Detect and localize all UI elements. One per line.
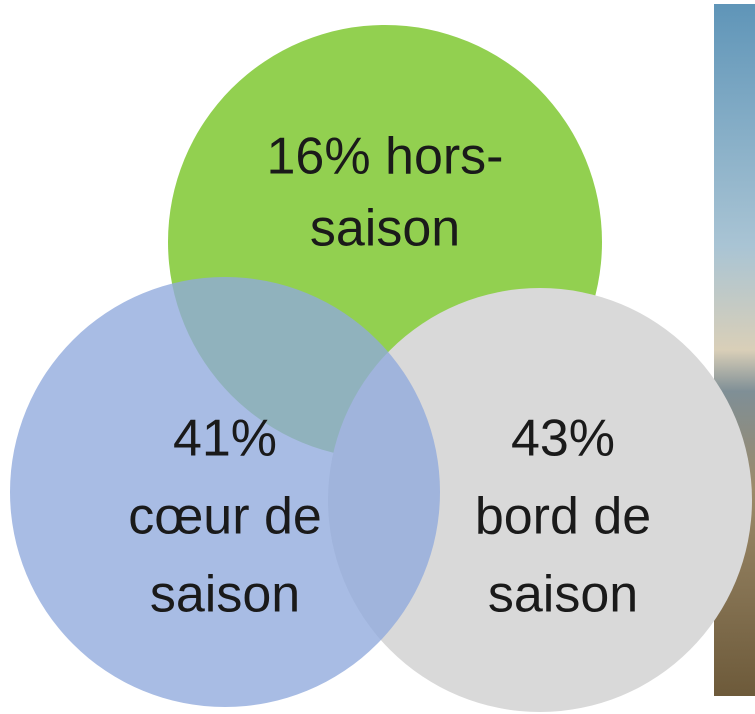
circle-coeur-de-saison bbox=[10, 277, 440, 707]
node-label: saison bbox=[150, 566, 300, 624]
node-label: cœur de bbox=[128, 488, 322, 546]
node-label: saison bbox=[310, 200, 460, 258]
node-label: 41% bbox=[173, 410, 277, 468]
node-label: bord de bbox=[475, 488, 651, 546]
node-label: saison bbox=[488, 566, 638, 624]
labels: 16% hors-saison 41% cœur de saison 43% bord d… bbox=[128, 128, 651, 624]
node-label: 16% hors- bbox=[267, 128, 504, 186]
node-label: 43% bbox=[511, 410, 615, 468]
circle-bord-de-saison bbox=[328, 288, 752, 712]
